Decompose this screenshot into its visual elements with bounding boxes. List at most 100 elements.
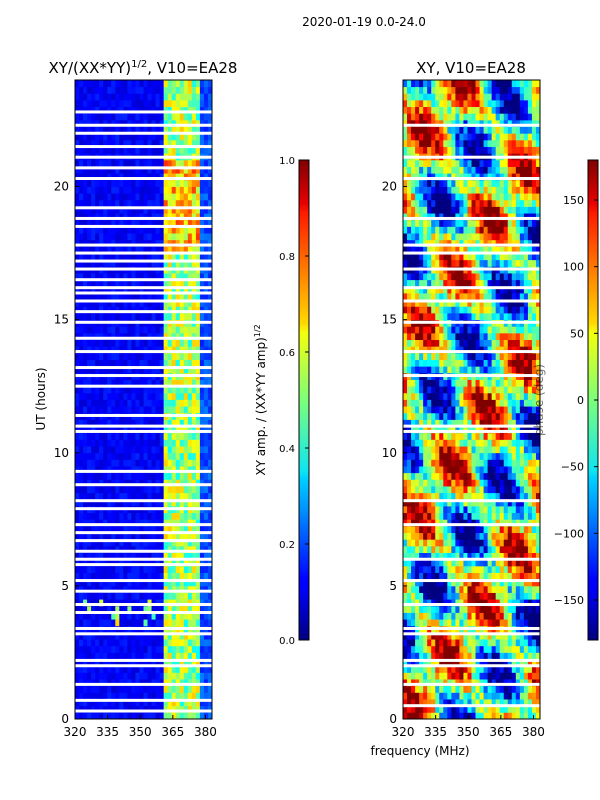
heatmap-cell	[75, 552, 80, 560]
heatmap-cell	[91, 86, 96, 94]
heatmap-cell	[195, 472, 201, 480]
heatmap-cell	[415, 506, 420, 514]
heatmap-cell	[183, 579, 189, 587]
heatmap-cell	[159, 705, 165, 713]
heatmap-cell	[179, 93, 185, 101]
heatmap-cell	[107, 246, 112, 254]
heatmap-cell	[167, 665, 173, 673]
heatmap-cell	[487, 399, 493, 407]
heatmap-cell	[155, 572, 161, 580]
heatmap-cell	[95, 486, 100, 494]
heatmap-cell	[491, 585, 497, 593]
heatmap-cell	[191, 639, 197, 647]
heatmap-cell	[403, 545, 408, 553]
heatmap-cell	[519, 699, 525, 707]
heatmap-cell	[75, 712, 80, 720]
heatmap-cell	[499, 532, 505, 540]
heatmap-cell	[527, 439, 533, 447]
missing-data-gap	[75, 483, 212, 487]
heatmap-cell	[507, 399, 513, 407]
heatmap-cell	[127, 293, 132, 301]
heatmap-cell	[119, 619, 124, 627]
heatmap-cell	[151, 306, 156, 314]
heatmap-cell	[115, 699, 120, 707]
heatmap-cell	[99, 479, 104, 487]
heatmap-cell	[195, 539, 201, 547]
heatmap-cell	[511, 506, 517, 514]
heatmap-cell	[75, 532, 80, 540]
heatmap-cell	[99, 705, 104, 713]
heatmap-cell	[191, 206, 197, 214]
heatmap-cell	[463, 672, 468, 680]
heatmap-cell	[107, 133, 112, 141]
heatmap-cell	[143, 639, 148, 647]
heatmap-cell	[523, 572, 529, 580]
heatmap-cell	[171, 446, 177, 454]
heatmap-cell	[79, 206, 84, 214]
heatmap-cell	[527, 519, 533, 527]
heatmap-cell	[147, 253, 152, 261]
heatmap-cell	[495, 439, 501, 447]
heatmap-cell	[119, 419, 124, 427]
heatmap-cell	[159, 592, 165, 600]
heatmap-cell	[143, 565, 148, 573]
heatmap-cell	[515, 665, 521, 673]
heatmap-cell	[191, 186, 197, 194]
heatmap-cell	[471, 679, 476, 687]
heatmap-cell	[443, 479, 448, 487]
heatmap-cell	[171, 639, 177, 647]
heatmap-cell	[135, 426, 140, 434]
heatmap-cell	[91, 645, 96, 653]
heatmap-cell	[187, 186, 193, 194]
missing-data-gap	[75, 123, 212, 127]
heatmap-cell	[107, 366, 112, 374]
heatmap-cell	[159, 599, 165, 607]
heatmap-cell	[79, 486, 84, 494]
heatmap-cell	[155, 652, 161, 660]
heatmap-cell	[419, 705, 424, 713]
heatmap-cell	[511, 645, 517, 653]
heatmap-cell	[495, 399, 501, 407]
heatmap-cell	[459, 672, 464, 680]
heatmap-cell	[419, 712, 424, 720]
heatmap-cell	[179, 233, 185, 241]
heatmap-cell	[427, 619, 432, 627]
heatmap-cell	[111, 233, 116, 241]
heatmap-cell	[415, 612, 420, 620]
heatmap-cell	[423, 699, 428, 707]
heatmap-cell	[99, 399, 104, 407]
heatmap-cell	[527, 699, 533, 707]
heatmap-cell	[159, 519, 165, 527]
heatmap-cell	[203, 332, 209, 340]
heatmap-cell	[135, 146, 140, 154]
heatmap-cell	[435, 466, 440, 474]
heatmap-cell	[523, 525, 529, 534]
heatmap-cell	[187, 219, 193, 227]
heatmap-cell	[127, 539, 132, 547]
heatmap-cell	[491, 599, 497, 607]
heatmap-cell	[475, 612, 480, 620]
heatmap-cell	[79, 93, 84, 101]
heatmap-cell	[403, 512, 408, 520]
heatmap-cell	[435, 559, 440, 567]
heatmap-cell	[179, 299, 185, 307]
heatmap-cell	[95, 459, 100, 467]
heatmap-cell	[495, 692, 501, 700]
heatmap-cell	[91, 639, 96, 647]
heatmap-cell	[139, 559, 144, 567]
heatmap-cell	[455, 552, 460, 560]
heatmap-cell	[147, 199, 152, 207]
heatmap-cell	[187, 279, 193, 287]
heatmap-cell	[111, 119, 116, 127]
heatmap-cell	[119, 179, 124, 187]
heatmap-cell	[103, 199, 108, 207]
heatmap-cell	[487, 572, 493, 580]
heatmap-cell	[87, 486, 92, 494]
heatmap-cell	[99, 126, 104, 134]
heatmap-cell	[439, 672, 444, 680]
heatmap-cell	[195, 86, 201, 94]
heatmap-cell	[83, 712, 88, 720]
heatmap-cell	[143, 645, 148, 653]
heatmap-cell	[195, 545, 201, 553]
